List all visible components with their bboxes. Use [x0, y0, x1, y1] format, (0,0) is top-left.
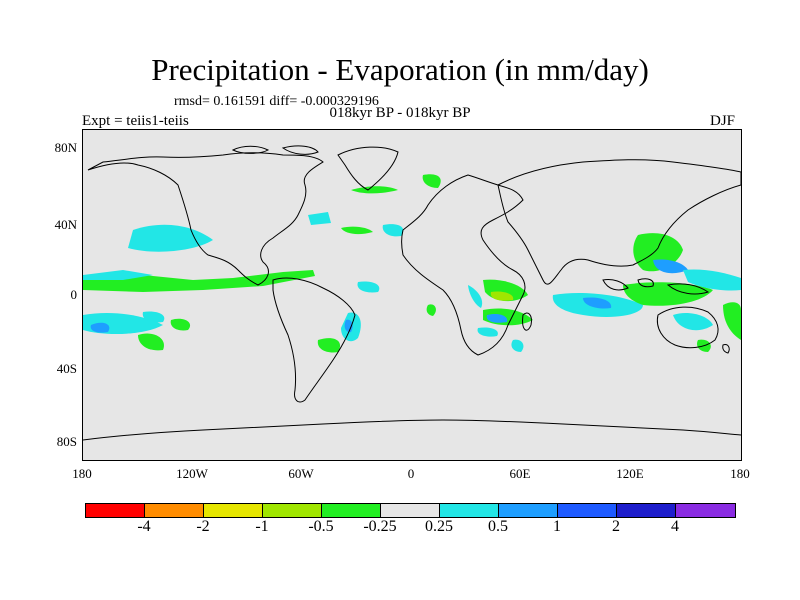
lat-label-80n: 80N [54, 140, 77, 155]
colorbar-segment [381, 504, 440, 517]
lon-label-180e: 180 [730, 466, 750, 481]
colorbar-label: 4 [671, 518, 679, 535]
map-frame [82, 129, 742, 461]
south-america-coast [272, 277, 356, 403]
colorbar-label: -0.5 [308, 518, 334, 535]
colorbar-label: 0.5 [488, 518, 508, 535]
colorbar-segment [440, 504, 499, 517]
lat-label-0: 0 [70, 287, 78, 302]
colorbar-label: -0.25 [363, 518, 397, 535]
world-map [83, 145, 741, 441]
colorbar-segment [263, 504, 322, 517]
season-label: DJF [710, 113, 736, 129]
europe-africa-coast [401, 174, 526, 356]
lon-label-0: 0 [407, 466, 415, 481]
colorbar-label: -1 [255, 518, 269, 535]
asia-coast [497, 159, 741, 285]
coastlines [83, 145, 741, 441]
colorbar [85, 503, 736, 518]
experiment-label: Expt = teiis1-teiis [82, 113, 189, 129]
lon-label-60e: 60E [509, 466, 531, 481]
colorbar-segment [145, 504, 204, 517]
colorbar-segment [558, 504, 617, 517]
colorbar-label: 1 [553, 518, 561, 535]
lat-label-40n: 40N [54, 217, 77, 232]
antarctica-coast [83, 419, 741, 441]
north-america-coast [87, 152, 324, 286]
lat-label-80s: 80S [56, 434, 77, 449]
colorbar-label: 0.25 [425, 518, 453, 535]
colorbar-label: 2 [612, 518, 620, 535]
lon-label-120e: 120E [616, 466, 644, 481]
lon-label-60w: 60W [288, 466, 314, 481]
greenland-coast [337, 146, 399, 191]
colorbar-segment [499, 504, 558, 517]
colorbar-label: -4 [137, 518, 151, 535]
colorbar-segment [322, 504, 381, 517]
lat-label-40s: 40S [56, 361, 77, 376]
lon-label-120w: 120W [176, 466, 208, 481]
lon-label-180w: 180 [72, 466, 92, 481]
colorbar-segment [676, 504, 735, 517]
colorbar-segment [86, 504, 145, 517]
colorbar-segment [204, 504, 263, 517]
stats-text: rmsd= 0.161591 diff= -0.000329196 [174, 94, 379, 109]
anomaly-patches [83, 174, 741, 353]
colorbar-segment [617, 504, 676, 517]
plot-title: Precipitation - Evaporation (in mm/day) [151, 52, 649, 87]
australia-coast [656, 306, 719, 349]
plot-subtitle: 018kyr BP - 018kyr BP [329, 105, 471, 121]
colorbar-label: -2 [196, 518, 210, 535]
